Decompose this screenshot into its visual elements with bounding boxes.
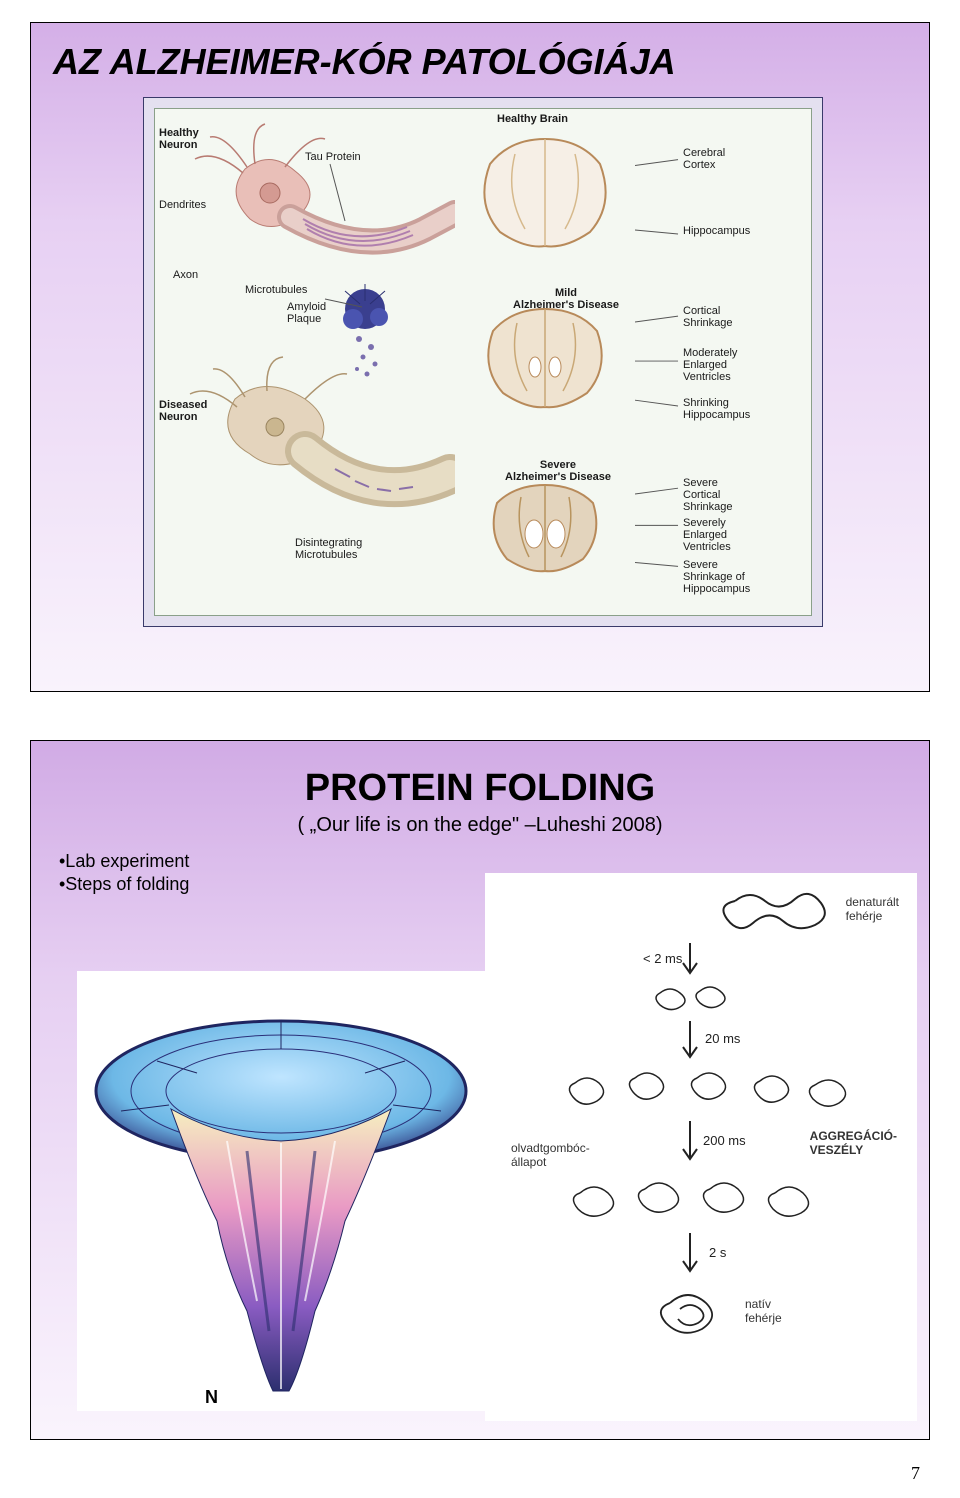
time-4: 2 s [709,1245,727,1260]
folding-timeline-panel: < 2 ms 20 ms [485,873,917,1421]
time-1: < 2 ms [643,951,683,966]
label-aggregation-danger: AGGREGÁCIÓ- VESZÉLY [810,1129,897,1157]
label-tau-protein: Tau Protein [305,151,361,163]
slide2-title: PROTEIN FOLDING [53,767,907,810]
time-2: 20 ms [705,1031,741,1046]
figure-neuron-column: Healthy Neuron Dendrites Axon Tau Protei… [155,109,455,615]
label-dendrites: Dendrites [159,199,206,211]
slide2-subtitle: ( „Our life is on the edge" –Luheshi 200… [53,814,907,837]
label-molten-globule: olvadtgombóc- állapot [511,1141,590,1169]
folding-funnel-panel: N [77,971,485,1411]
bullet-lab-experiment: •Lab experiment [59,851,907,872]
folding-funnel-illustration: N [77,971,485,1411]
label-severe-cortical-shrinkage: Severe Cortical Shrinkage [683,477,733,513]
brains-illustration [455,109,635,619]
slide1-figure: Healthy Neuron Dendrites Axon Tau Protei… [154,108,812,616]
label-diseased-neuron: Diseased Neuron [159,399,207,423]
slide1-figure-frame: Healthy Neuron Dendrites Axon Tau Protei… [143,97,823,627]
label-disintegrating-microtubules: Disintegrating Microtubules [295,537,362,561]
label-mod-enlarged-ventricles: Moderately Enlarged Ventricles [683,347,737,383]
label-severe-ad: Severe Alzheimer's Disease [505,459,611,483]
time-3: 200 ms [703,1133,746,1148]
label-shrinking-hippocampus: Shrinking Hippocampus [683,397,750,421]
funnel-axis-N: N [205,1387,218,1407]
label-healthy-neuron: Healthy Neuron [159,127,199,151]
slide1-title: AZ ALZHEIMER-KÓR PATOLÓGIÁJA [53,41,907,83]
slide-alzheimer-pathology: AZ ALZHEIMER-KÓR PATOLÓGIÁJA [30,22,930,692]
label-axon: Axon [173,269,198,281]
slide-protein-folding: PROTEIN FOLDING ( „Our life is on the ed… [30,740,930,1440]
figure-rightlabels-column: Cerebral Cortex Hippocampus Cortical Shr… [635,109,811,615]
label-severely-enlarged-ventricles: Severely Enlarged Ventricles [683,517,731,553]
label-cerebral-cortex: Cerebral Cortex [683,147,725,171]
label-microtubules: Microtubules [245,284,307,296]
label-amyloid-plaque: Amyloid Plaque [287,301,326,325]
label-native-protein: natív fehérje [745,1297,782,1325]
label-hippocampus: Hippocampus [683,225,750,237]
label-cortical-shrinkage: Cortical Shrinkage [683,305,733,329]
label-denatured-protein: denaturált fehérje [846,895,899,923]
page-number: 7 [911,1463,920,1484]
label-mild-ad: Mild Alzheimer's Disease [513,287,619,311]
label-severe-shrinkage-hippocampus: Severe Shrinkage of Hippocampus [683,559,750,595]
figure-brain-column: Healthy Brain [455,109,635,615]
